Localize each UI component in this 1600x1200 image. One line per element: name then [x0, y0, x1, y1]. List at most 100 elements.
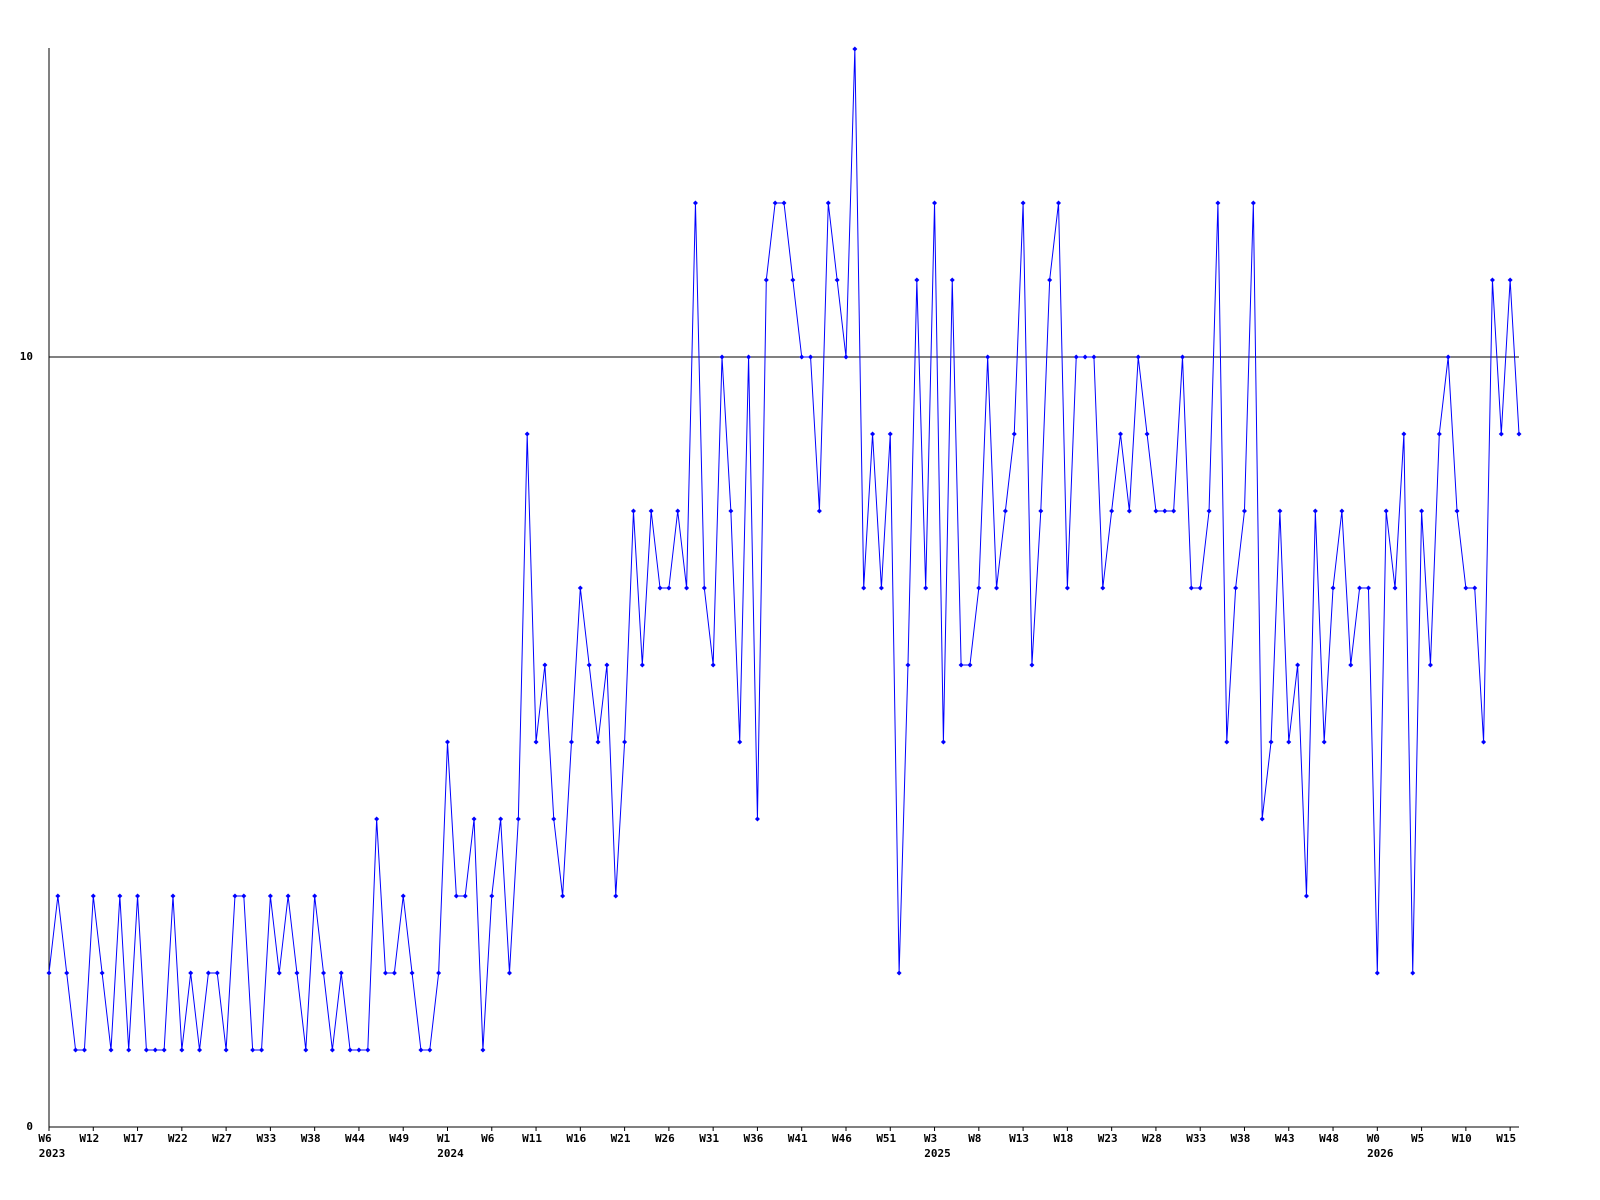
data-point	[763, 277, 769, 283]
data-point	[1481, 739, 1487, 745]
data-point	[1064, 585, 1070, 591]
data-point	[471, 816, 477, 822]
data-point	[613, 893, 619, 899]
data-point	[480, 1047, 486, 1053]
data-point	[1365, 585, 1371, 591]
x-tick-label: W46	[832, 1132, 852, 1145]
x-tick-label: W26	[655, 1132, 675, 1145]
data-point	[834, 277, 840, 283]
data-point	[1268, 739, 1274, 745]
data-point	[312, 893, 318, 899]
data-point	[843, 354, 849, 360]
data-point	[126, 1047, 132, 1053]
data-point	[1312, 508, 1318, 514]
data-point	[338, 970, 344, 976]
data-point	[577, 585, 583, 591]
data-point	[622, 739, 628, 745]
data-point	[1436, 431, 1442, 437]
x-tick-label: W15	[1496, 1132, 1516, 1145]
data-point	[586, 662, 592, 668]
data-point	[427, 1047, 433, 1053]
x-tick-label: W38	[301, 1132, 321, 1145]
data-point	[99, 970, 105, 976]
data-point	[604, 662, 610, 668]
x-tick-label: W11	[522, 1132, 542, 1145]
year-label: 2026	[1367, 1147, 1394, 1160]
x-tick-label: W1	[437, 1132, 451, 1145]
data-point	[746, 354, 752, 360]
data-point	[436, 970, 442, 976]
x-tick-label: W18	[1053, 1132, 1073, 1145]
data-point	[1197, 585, 1203, 591]
data-point	[1109, 508, 1115, 514]
x-tick-label: W33	[256, 1132, 276, 1145]
data-point	[143, 1047, 149, 1053]
data-point	[152, 1047, 158, 1053]
x-tick-label: W21	[611, 1132, 631, 1145]
data-point	[728, 508, 734, 514]
data-point	[90, 893, 96, 899]
data-point	[462, 893, 468, 899]
year-label: 2024	[437, 1147, 464, 1160]
data-point	[781, 200, 787, 206]
data-point	[506, 970, 512, 976]
data-point	[276, 970, 282, 976]
x-tick-label: W51	[876, 1132, 896, 1145]
data-point	[1100, 585, 1106, 591]
data-point	[1410, 970, 1416, 976]
data-point	[205, 970, 211, 976]
data-point	[374, 816, 380, 822]
data-point	[1507, 277, 1513, 283]
data-point	[55, 893, 61, 899]
data-point	[1516, 431, 1522, 437]
data-point	[1118, 431, 1124, 437]
data-point	[294, 970, 300, 976]
x-tick-label: W17	[124, 1132, 144, 1145]
x-tick-label: W22	[168, 1132, 188, 1145]
data-point	[303, 1047, 309, 1053]
data-point	[524, 431, 530, 437]
year-label: 2023	[39, 1147, 66, 1160]
year-label: 2025	[924, 1147, 951, 1160]
data-point	[1498, 431, 1504, 437]
x-tick-label: W36	[743, 1132, 763, 1145]
data-point	[1233, 585, 1239, 591]
data-point	[1472, 585, 1478, 591]
data-point	[808, 354, 814, 360]
data-point	[949, 277, 955, 283]
data-point	[1250, 200, 1256, 206]
data-point	[976, 585, 982, 591]
data-point	[321, 970, 327, 976]
x-tick-label: W23	[1098, 1132, 1118, 1145]
x-tick-label: W38	[1231, 1132, 1251, 1145]
data-point	[790, 277, 796, 283]
data-point	[1188, 585, 1194, 591]
data-point	[657, 585, 663, 591]
data-point	[267, 893, 273, 899]
data-point	[701, 585, 707, 591]
data-point	[923, 585, 929, 591]
data-point	[639, 662, 645, 668]
data-point	[1082, 354, 1088, 360]
data-point	[1277, 508, 1283, 514]
data-point	[1259, 816, 1265, 822]
x-tick-label: W0	[1367, 1132, 1380, 1145]
data-point	[285, 893, 291, 899]
data-point	[932, 200, 938, 206]
data-point	[232, 893, 238, 899]
x-tick-label: W10	[1452, 1132, 1472, 1145]
data-point	[1348, 662, 1354, 668]
data-point	[117, 893, 123, 899]
data-point	[188, 970, 194, 976]
data-point	[1126, 508, 1132, 514]
x-tick-label: W8	[968, 1132, 981, 1145]
x-tick-label: W28	[1142, 1132, 1162, 1145]
data-point	[453, 893, 459, 899]
data-point	[1303, 893, 1309, 899]
data-point	[994, 585, 1000, 591]
data-point	[1011, 431, 1017, 437]
data-point	[1463, 585, 1469, 591]
data-point	[1056, 200, 1062, 206]
